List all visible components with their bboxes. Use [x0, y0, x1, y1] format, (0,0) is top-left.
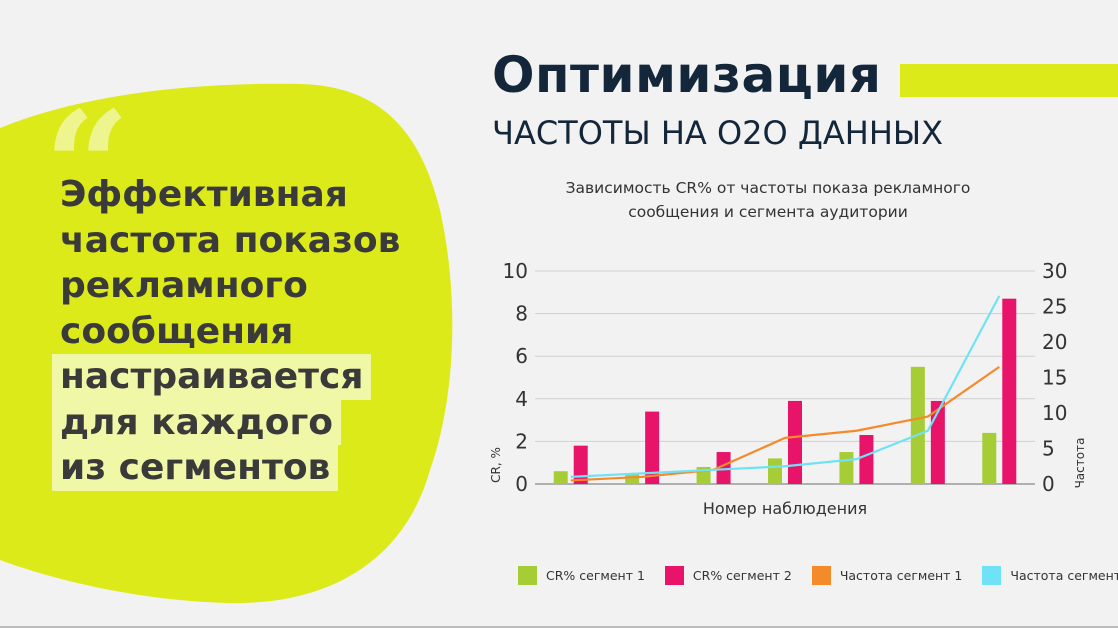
- chart-title-line: сообщения и сегмента аудитории: [628, 203, 908, 221]
- y2-tick-label: 30: [1042, 259, 1067, 283]
- x-axis-label: Номер наблюдения: [703, 499, 867, 518]
- page-subtitle: ЧАСТОТЫ НА O2O ДАННЫХ: [492, 114, 944, 152]
- y2-tick-label: 25: [1042, 295, 1067, 319]
- y-tick-label: 0: [515, 472, 528, 496]
- y2-tick-label: 10: [1042, 401, 1067, 425]
- quote-line: Эффективная: [60, 174, 348, 215]
- quote-line: рекламного: [60, 265, 308, 306]
- y-tick-label: 10: [503, 259, 528, 283]
- bar-cr2: [930, 400, 945, 484]
- y2-tick-label: 15: [1042, 366, 1067, 390]
- bar-cr2: [788, 400, 802, 484]
- y-tick-label: 4: [515, 387, 528, 411]
- y2-tick-label: 20: [1042, 330, 1067, 354]
- quote-text: Эффективная частота показов рекламного с…: [52, 172, 408, 491]
- quote-line: сообщения: [60, 310, 294, 352]
- y2-tick-label: 5: [1042, 437, 1055, 461]
- chart-title-line: Зависимость CR% от частоты показа реклам…: [565, 179, 971, 197]
- bar-cr2: [716, 452, 731, 484]
- chart-legend: CR% сегмент 1 CR% сегмент 2 Частота сегм…: [518, 566, 1118, 585]
- title-accent-bar: [900, 64, 1118, 97]
- legend-item-cr2: CR% сегмент 2: [664, 566, 792, 585]
- line-freq2: [570, 295, 1001, 478]
- bar-cr2: [573, 445, 588, 484]
- legend-label: CR% сегмент 1: [546, 568, 645, 583]
- quote-line-highlighted: настраивается: [52, 354, 408, 400]
- y-tick-label: 6: [515, 344, 528, 368]
- legend-swatch: [664, 566, 684, 585]
- legend-swatch: [518, 566, 537, 585]
- bottom-divider: [0, 626, 1118, 628]
- legend-label: Частота сегмент 2: [1010, 568, 1118, 583]
- line-freq1: [570, 365, 1000, 482]
- bar-cr1: [768, 458, 782, 484]
- legend-item-freq2: Частота сегмент 2: [982, 566, 1118, 585]
- quote-line: частота показов: [60, 219, 401, 261]
- legend-swatch: [811, 566, 831, 585]
- chart-title: Зависимость CR% от частоты показа реклам…: [553, 176, 983, 224]
- legend-item-freq1: Частота сегмент 1: [811, 566, 963, 585]
- quote-mark-icon: “: [44, 79, 131, 255]
- page-title: Оптимизация: [492, 46, 882, 104]
- legend-swatch: [982, 566, 1002, 585]
- bar-cr1: [553, 471, 568, 484]
- bar-cr2: [859, 435, 874, 484]
- legend-label: CR% сегмент 2: [692, 568, 792, 583]
- y2-tick-label: 0: [1042, 472, 1055, 496]
- quote-line-highlighted: из сегментов: [52, 445, 408, 491]
- bar-cr2: [645, 411, 660, 484]
- bar-cr1: [910, 366, 925, 484]
- combo-chart: 0 2 4 6 8 10 0 5 10 15 20 25 30 Номер наблюдения CR, %…: [489, 259, 1087, 518]
- bar-cr1: [982, 432, 997, 484]
- legend-item-cr1: CR% сегмент 1: [518, 566, 645, 585]
- y2-axis-label: Частота: [1073, 438, 1087, 489]
- bar-cr1: [839, 452, 854, 484]
- y-tick-label: 8: [515, 302, 528, 326]
- bar-cr1: [625, 473, 640, 484]
- quote-line-highlighted: для каждого: [52, 399, 408, 445]
- y-axis-label: CR, %: [489, 447, 503, 483]
- y-tick-label: 2: [515, 429, 528, 453]
- bar-cr2: [1002, 298, 1017, 484]
- legend-label: Частота сегмент 1: [839, 568, 963, 583]
